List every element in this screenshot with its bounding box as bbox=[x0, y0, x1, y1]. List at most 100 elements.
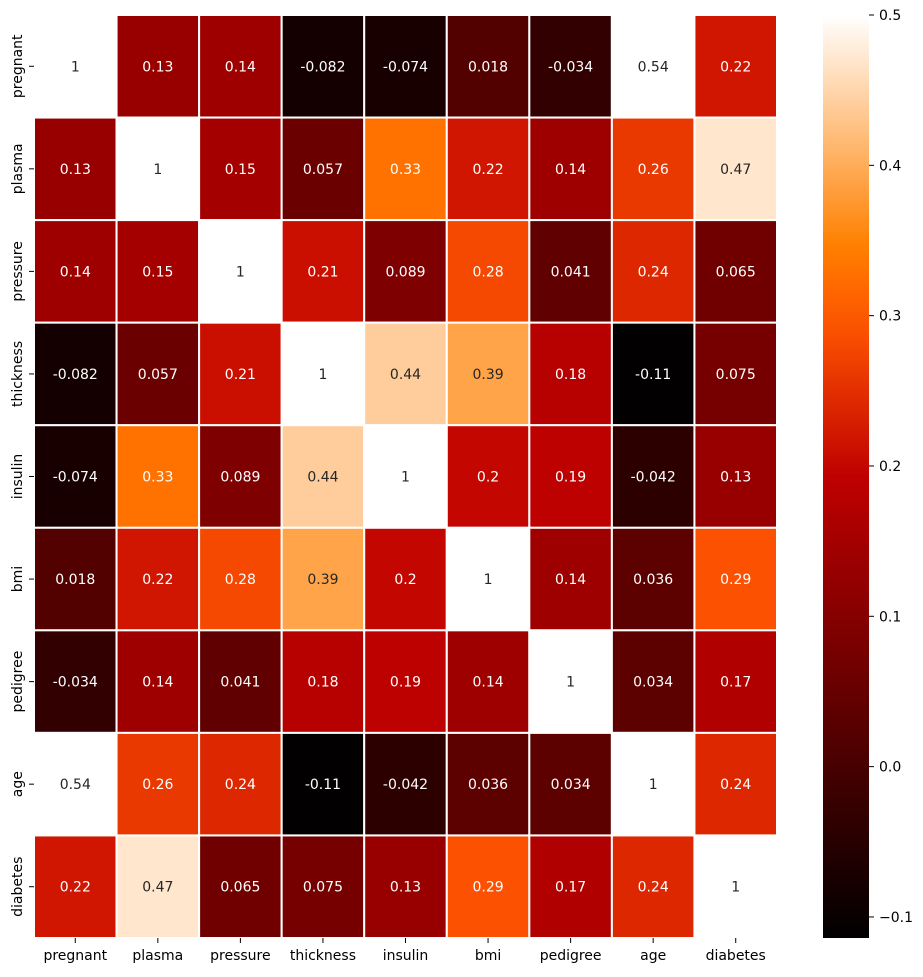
cell-annotation: 0.18 bbox=[307, 675, 338, 691]
cell-annotation: 0.036 bbox=[468, 777, 508, 793]
cell-annotation: 0.39 bbox=[472, 367, 503, 383]
heatmap-cell bbox=[115, 14, 201, 119]
heatmap-cell bbox=[528, 834, 613, 940]
heatmap-cell bbox=[198, 219, 283, 324]
cell-annotation: 0.089 bbox=[220, 470, 260, 486]
cell-annotation: 0.14 bbox=[472, 675, 503, 691]
cell-annotation: 0.057 bbox=[303, 162, 343, 178]
heatmap-cell bbox=[198, 731, 283, 837]
heatmap-cell bbox=[115, 526, 201, 632]
cell-annotation: 0.034 bbox=[633, 675, 673, 691]
heatmap-cell bbox=[115, 834, 201, 940]
cell-annotation: -0.082 bbox=[53, 367, 98, 383]
cell-annotation: 0.29 bbox=[720, 572, 751, 588]
cell-annotation: 0.15 bbox=[142, 264, 173, 280]
cell-annotation: 0.075 bbox=[303, 880, 343, 896]
heatmap-cell bbox=[198, 834, 283, 940]
heatmap-cell bbox=[528, 116, 613, 222]
cell-annotation: -0.034 bbox=[548, 59, 593, 75]
cell-annotation: 0.2 bbox=[394, 572, 416, 588]
heatmap-cell bbox=[33, 14, 118, 119]
cell-annotation: 0.28 bbox=[472, 264, 503, 280]
cell-annotation: -0.11 bbox=[305, 777, 341, 793]
cell-annotation: 0.24 bbox=[638, 264, 669, 280]
cell-annotation: 0.075 bbox=[716, 367, 756, 383]
heatmap-cell bbox=[280, 526, 366, 632]
heatmap-cell bbox=[33, 526, 118, 632]
cell-annotation: -0.11 bbox=[635, 367, 671, 383]
colorbar-tick-label: 0.3 bbox=[879, 309, 901, 325]
cell-annotation: 0.13 bbox=[390, 880, 421, 896]
cell-annotation: 0.057 bbox=[138, 367, 178, 383]
cell-annotation: 1 bbox=[318, 367, 327, 383]
y-tick-label: age bbox=[10, 771, 26, 797]
heatmap-cell bbox=[445, 731, 531, 837]
heatmap-cell bbox=[280, 321, 366, 427]
cell-annotation: 0.24 bbox=[720, 777, 751, 793]
y-tick-label: plasma bbox=[10, 143, 26, 194]
cell-annotation: 0.44 bbox=[390, 367, 421, 383]
heatmap-cell bbox=[693, 731, 779, 837]
cell-annotation: 0.22 bbox=[142, 572, 173, 588]
heatmap-cell bbox=[445, 424, 531, 529]
cell-annotation: 0.17 bbox=[555, 880, 586, 896]
colorbar-tick-label: 0.4 bbox=[879, 158, 901, 174]
y-tick-label: pedigree bbox=[10, 651, 26, 713]
heatmap-cell bbox=[610, 116, 696, 222]
heatmap-cell bbox=[363, 629, 448, 734]
cell-annotation: 0.54 bbox=[638, 59, 669, 75]
cell-annotation: -0.034 bbox=[53, 675, 98, 691]
cell-annotation: 0.14 bbox=[142, 675, 173, 691]
heatmap-cell bbox=[693, 219, 779, 324]
cell-annotation: 0.18 bbox=[555, 367, 586, 383]
cell-annotation: 0.22 bbox=[472, 162, 503, 178]
cell-annotation: 0.13 bbox=[720, 470, 751, 486]
cell-annotation: 1 bbox=[731, 880, 740, 896]
y-tick-label: pressure bbox=[10, 241, 26, 301]
cell-annotation: 0.26 bbox=[142, 777, 173, 793]
heatmap-cell bbox=[280, 424, 366, 529]
x-tick-label: insulin bbox=[383, 948, 429, 964]
cell-annotation: 0.041 bbox=[220, 675, 260, 691]
heatmap-cell bbox=[363, 526, 448, 632]
heatmap-cell bbox=[610, 14, 696, 119]
heatmap-cell bbox=[445, 14, 531, 119]
y-axis-labels: pregnant plasma pressure thickness insulin bm… bbox=[10, 34, 34, 917]
cell-annotation: 1 bbox=[566, 675, 575, 691]
colorbar-tick-label: 0.0 bbox=[879, 760, 901, 776]
cell-annotation: 0.15 bbox=[225, 162, 256, 178]
colorbar: −0.1 0.0 0.1 0.2 0.3 0.4 0.5 bbox=[823, 8, 913, 938]
cell-annotation: 0.041 bbox=[551, 264, 591, 280]
colorbar-tick-label: 0.1 bbox=[879, 609, 901, 625]
heatmap-cell bbox=[33, 424, 118, 529]
y-tick-label: thickness bbox=[10, 341, 26, 407]
cell-annotation: -0.074 bbox=[383, 59, 428, 75]
cell-annotation: 0.018 bbox=[468, 59, 508, 75]
cell-annotation: 0.018 bbox=[55, 572, 95, 588]
cell-annotation: 0.29 bbox=[472, 880, 503, 896]
heatmap-cell bbox=[528, 731, 613, 837]
heatmap-cells: 1 0.13 0.14 -0.082 -0.074 0.018 -0.034 0.54 0.22… bbox=[33, 14, 779, 940]
heatmap-cell bbox=[445, 834, 531, 940]
cell-annotation: 0.28 bbox=[225, 572, 256, 588]
colorbar-tick-label: −0.1 bbox=[879, 910, 913, 926]
cell-annotation: 0.13 bbox=[60, 162, 91, 178]
heatmap-cell bbox=[115, 321, 201, 427]
heatmap-cell bbox=[693, 526, 779, 632]
heatmap-cell bbox=[198, 526, 283, 632]
heatmap-cell bbox=[33, 629, 118, 734]
cell-annotation: 0.26 bbox=[638, 162, 669, 178]
heatmap-cell bbox=[363, 731, 448, 837]
heatmap-cell bbox=[198, 424, 283, 529]
y-tick-label: bmi bbox=[10, 566, 26, 592]
heatmap-cell bbox=[115, 219, 201, 324]
cell-annotation: 0.21 bbox=[307, 264, 338, 280]
cell-annotation: 0.54 bbox=[60, 777, 91, 793]
colorbar-tick-label: 0.5 bbox=[879, 8, 901, 24]
heatmap-cell bbox=[363, 219, 448, 324]
cell-annotation: 1 bbox=[71, 59, 80, 75]
heatmap-cell bbox=[198, 116, 283, 222]
x-tick-label: pressure bbox=[210, 948, 270, 964]
cell-annotation: 0.2 bbox=[477, 470, 499, 486]
x-tick-label: diabetes bbox=[706, 948, 766, 964]
